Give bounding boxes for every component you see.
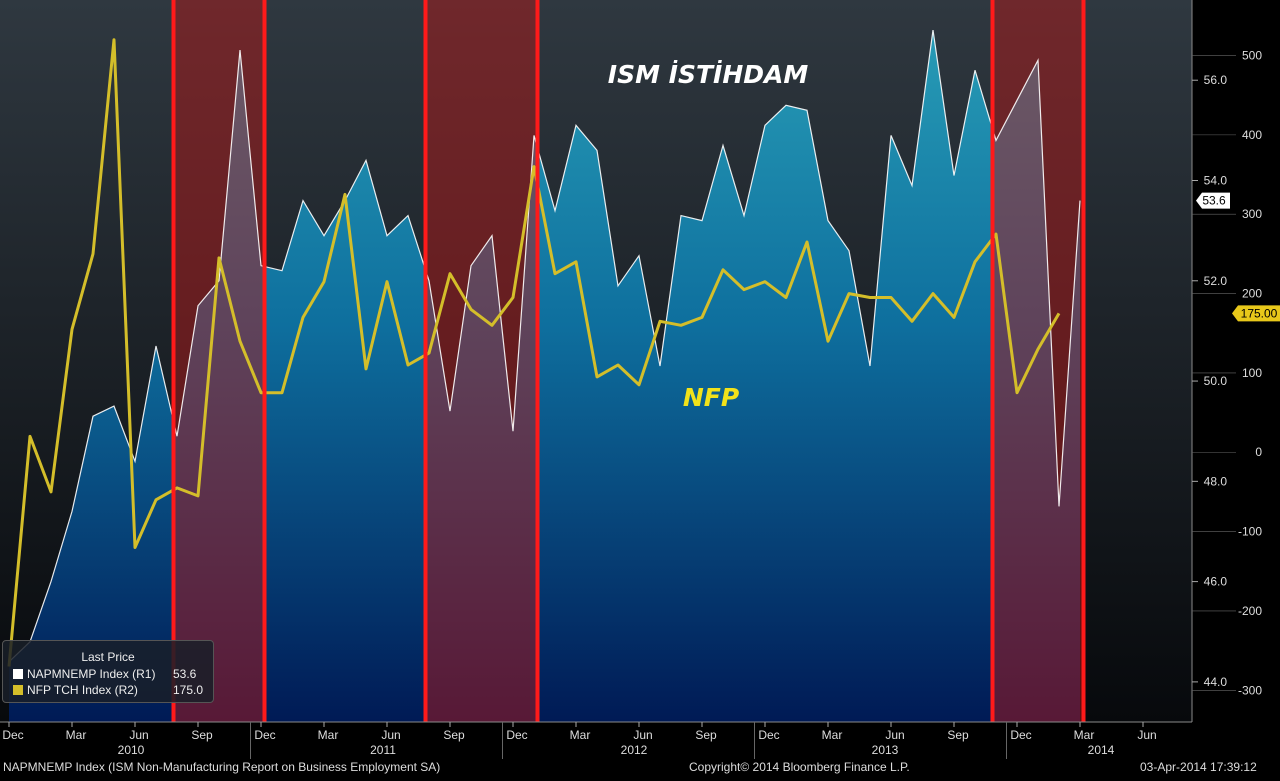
x-year-label: 2011: [370, 743, 396, 757]
x-tick-label: Dec: [254, 728, 275, 742]
r1-tick-label: 44.0: [1204, 675, 1228, 689]
x-tick-label: Mar: [1074, 728, 1095, 742]
footer-copyright: Copyright© 2014 Bloomberg Finance L.P.: [689, 760, 910, 774]
x-tick-label: Dec: [758, 728, 779, 742]
bottom-axis-panel: [0, 722, 1192, 759]
r2-last-value-tag: [1232, 305, 1280, 322]
annotation-nfp: NFP: [683, 383, 739, 412]
r2-tick-label: 200: [1242, 287, 1262, 301]
r2-tick-label: 500: [1242, 49, 1262, 63]
r1-tick-label: 50.0: [1204, 374, 1228, 388]
r2-tick-label: 100: [1242, 366, 1262, 380]
r2-tick-label: -200: [1238, 604, 1262, 618]
x-tick-label: Sep: [443, 728, 465, 742]
x-year-label: 2010: [118, 743, 145, 757]
x-tick-label: Sep: [191, 728, 213, 742]
legend-name: NAPMNEMP Index (R1): [27, 667, 156, 681]
x-tick-label: Jun: [1137, 728, 1156, 742]
x-tick-label: Jun: [885, 728, 904, 742]
r2-tick-label: 400: [1242, 128, 1262, 142]
shaded-region: [173, 0, 265, 722]
nfp-line: [7, 38, 1061, 667]
r1-tick-label: 54.0: [1204, 174, 1228, 188]
legend-name: NFP TCH Index (R2): [27, 683, 138, 697]
x-tick-label: Mar: [66, 728, 87, 742]
r2-tick-label: 0: [1255, 445, 1262, 459]
x-tick-label: Mar: [318, 728, 339, 742]
x-tick-label: Sep: [947, 728, 969, 742]
legend-swatch-white: [13, 669, 23, 679]
legend-value: 53.6: [173, 667, 197, 681]
r1-tick-label: 46.0: [1204, 575, 1228, 589]
legend-header: Last Price: [81, 650, 135, 664]
annotation-ism-istihdam: ISM İSTİHDAM: [608, 59, 809, 89]
x-year-label: 2013: [872, 743, 899, 757]
shaded-region: [425, 0, 538, 722]
legend-swatch-yellow: [13, 685, 23, 695]
x-tick-label: Dec: [1010, 728, 1031, 742]
napmnemp-area: [9, 30, 1080, 722]
x-tick-label: Jun: [633, 728, 652, 742]
legend-value: 175.0: [173, 683, 204, 697]
shaded-region: [992, 0, 1084, 722]
footer-timestamp: 03-Apr-2014 17:39:12: [1140, 760, 1257, 774]
right-axis-panel: [1192, 0, 1280, 759]
r1-tick-label: 56.0: [1204, 73, 1228, 87]
footer-series-description: NAPMNEMP Index (ISM Non-Manufacturing Re…: [3, 760, 441, 774]
r2-tick-label: 300: [1242, 207, 1262, 221]
r2-tick-label: -300: [1238, 683, 1262, 697]
r1-tick-label: 48.0: [1204, 474, 1228, 488]
x-tick-label: Sep: [695, 728, 717, 742]
x-tick-label: Mar: [570, 728, 591, 742]
x-year-label: 2012: [621, 743, 648, 757]
x-tick-label: Dec: [506, 728, 527, 742]
r2-tick-label: -100: [1238, 525, 1262, 539]
r1-tick-label: 52.0: [1204, 274, 1228, 288]
r2-last-value-label: 175.00: [1241, 306, 1278, 320]
x-tick-label: Mar: [822, 728, 843, 742]
x-year-label: 2014: [1088, 743, 1115, 757]
x-tick-label: Dec: [2, 728, 23, 742]
x-tick-label: Jun: [129, 728, 148, 742]
r1-last-value-label: 53.6: [1202, 194, 1226, 208]
napmnemp-line: [8, 30, 1081, 663]
legend-last-price: Last Price NAPMNEMP Index (R1) 53.6 NFP …: [2, 640, 214, 703]
r1-last-value-tag: [1196, 192, 1230, 209]
x-tick-label: Jun: [381, 728, 400, 742]
